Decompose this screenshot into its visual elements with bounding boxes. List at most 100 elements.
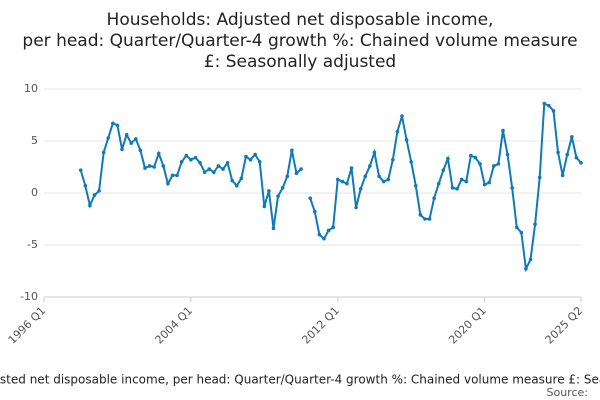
- data-point: [225, 161, 230, 165]
- data-point: [294, 171, 299, 176]
- data-point: [257, 160, 262, 164]
- data-point: [312, 209, 317, 214]
- data-point: [299, 167, 303, 171]
- series-line: [79, 102, 582, 273]
- data-point: [115, 123, 120, 128]
- data-point: [166, 181, 170, 186]
- data-point: [510, 186, 514, 190]
- data-point: [533, 222, 537, 226]
- data-point: [377, 174, 381, 179]
- data-point: [413, 183, 418, 188]
- data-point: [551, 109, 556, 113]
- data-point: [129, 141, 134, 145]
- data-point: [152, 165, 156, 169]
- data-point: [280, 186, 285, 190]
- data-point: [78, 168, 83, 172]
- data-point: [244, 154, 248, 159]
- y-tick-label: -10: [20, 290, 38, 303]
- data-point: [436, 181, 441, 186]
- data-point: [202, 170, 207, 174]
- data-point: [267, 189, 271, 193]
- data-point: [317, 232, 322, 237]
- data-point: [262, 204, 267, 209]
- data-point: [285, 174, 290, 179]
- data-point: [400, 114, 404, 118]
- data-point: [496, 162, 501, 166]
- data-point: [170, 173, 175, 178]
- data-point: [216, 164, 221, 168]
- data-point: [253, 152, 257, 157]
- data-point: [372, 150, 377, 155]
- data-point: [101, 150, 106, 155]
- data-point: [514, 225, 519, 230]
- data-point: [464, 179, 469, 184]
- data-point: [179, 160, 184, 164]
- data-point: [459, 177, 464, 182]
- data-point: [276, 194, 280, 198]
- data-point: [340, 179, 345, 184]
- data-point: [308, 196, 313, 200]
- data-point: [184, 153, 189, 158]
- x-tick-label: 1996 Q1: [6, 304, 49, 347]
- data-point: [207, 167, 212, 171]
- data-point: [271, 226, 276, 231]
- data-point: [120, 147, 124, 152]
- data-point: [198, 161, 202, 165]
- data-point: [395, 129, 400, 134]
- data-point: [501, 128, 505, 133]
- data-point: [106, 136, 111, 140]
- data-point: [381, 179, 386, 184]
- data-point: [88, 203, 92, 208]
- data-point: [427, 217, 432, 221]
- data-point: [487, 180, 492, 185]
- data-point: [423, 217, 427, 221]
- data-point: [491, 164, 496, 168]
- data-point: [345, 181, 349, 186]
- data-point: [556, 150, 560, 155]
- data-point: [349, 166, 354, 170]
- data-point: [147, 164, 152, 168]
- data-point: [133, 137, 138, 141]
- y-tick-label: 5: [31, 134, 38, 147]
- data-point: [404, 138, 409, 142]
- data-point: [455, 187, 459, 191]
- data-point: [97, 189, 101, 193]
- source: Source:: [547, 386, 589, 399]
- data-point: [473, 155, 478, 160]
- data-point: [335, 177, 340, 182]
- data-point: [505, 152, 510, 157]
- y-tick-label: 0: [31, 186, 38, 199]
- data-point: [478, 162, 482, 166]
- x-tick-label: 2025 Q2: [543, 304, 586, 347]
- data-point: [230, 178, 234, 183]
- data-point: [124, 132, 129, 137]
- y-tick-label: 10: [24, 82, 38, 95]
- data-point: [234, 183, 239, 188]
- x-tick-label: 2012 Q1: [299, 304, 342, 347]
- x-axis-label: Households: Adjusted net disposable inco…: [0, 373, 600, 387]
- data-point: [579, 161, 583, 165]
- data-point: [239, 176, 244, 181]
- data-point: [547, 103, 551, 108]
- data-point: [358, 187, 363, 191]
- data-point: [386, 177, 391, 182]
- chart-title: Households: Adjusted net disposable inco…: [22, 10, 577, 72]
- data-point: [432, 196, 436, 200]
- data-point: [354, 205, 358, 210]
- data-point: [92, 193, 97, 197]
- data-point: [570, 135, 574, 139]
- x-tick-label: 2020 Q1: [446, 304, 489, 347]
- data-point: [574, 155, 579, 160]
- data-point: [409, 160, 413, 164]
- data-point: [322, 236, 326, 241]
- data-point: [565, 152, 570, 157]
- data-point: [446, 156, 450, 161]
- data-point: [542, 101, 547, 106]
- data-point: [175, 173, 179, 178]
- data-point: [189, 157, 193, 162]
- x-tick-label: 2004 Q1: [153, 304, 196, 347]
- data-point: [537, 175, 542, 180]
- data-point: [248, 157, 253, 162]
- data-point: [418, 213, 423, 217]
- data-point: [331, 225, 335, 230]
